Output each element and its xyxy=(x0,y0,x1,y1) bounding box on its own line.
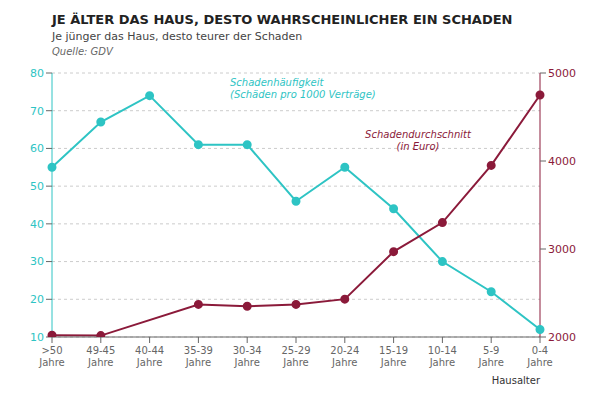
svg-text:15-19Jahre: 15-19Jahre xyxy=(379,345,408,368)
svg-text:40: 40 xyxy=(30,218,44,231)
svg-text:80: 80 xyxy=(30,67,44,80)
svg-text:3000: 3000 xyxy=(548,243,576,256)
svg-text:35-39Jahre: 35-39Jahre xyxy=(184,345,213,368)
html-text:Schadenhäufigkeit (Schäden pro: Schadenhäufigkeit (Schäden pro 1000 Vert… xyxy=(230,77,376,100)
html-text:Je jünger das Haus, desto teur: Je jünger das Haus, desto teurer der Sch… xyxy=(52,30,303,43)
html-text:JE ÄLTER DAS HAUS, DESTO WAHRS: JE ÄLTER DAS HAUS, DESTO WAHRSCHEINLICHE… xyxy=(52,12,513,27)
svg-text:2000: 2000 xyxy=(548,331,576,344)
svg-text:30-34Jahre: 30-34Jahre xyxy=(233,345,262,368)
svg-text:20-24Jahre: 20-24Jahre xyxy=(330,345,359,368)
svg-text:0-4Jahre: 0-4Jahre xyxy=(526,345,552,368)
svg-text:5000: 5000 xyxy=(548,67,576,80)
svg-text:70: 70 xyxy=(30,105,44,118)
svg-text:25-29Jahre: 25-29Jahre xyxy=(281,345,310,368)
svg-text:49-45Jahre: 49-45Jahre xyxy=(86,345,115,368)
svg-text:20: 20 xyxy=(30,293,44,306)
svg-text:4000: 4000 xyxy=(548,155,576,168)
svg-text:10: 10 xyxy=(30,331,44,344)
svg-text:50: 50 xyxy=(30,180,44,193)
svg-text:>50Jahre: >50Jahre xyxy=(38,345,64,368)
svg-text:40-44Jahre: 40-44Jahre xyxy=(135,345,164,368)
svg-text:30: 30 xyxy=(30,255,44,268)
html-text:Schadendurchschnitt (in Euro): Schadendurchschnitt (in Euro) xyxy=(365,129,471,152)
svg-text:60: 60 xyxy=(30,142,44,155)
svg-text:10-14Jahre: 10-14Jahre xyxy=(428,345,457,368)
svg-text:5-9Jahre: 5-9Jahre xyxy=(477,345,503,368)
html-text:Quelle: GDV: Quelle: GDV xyxy=(52,46,113,57)
html-text:Hausalter: Hausalter xyxy=(491,375,540,386)
